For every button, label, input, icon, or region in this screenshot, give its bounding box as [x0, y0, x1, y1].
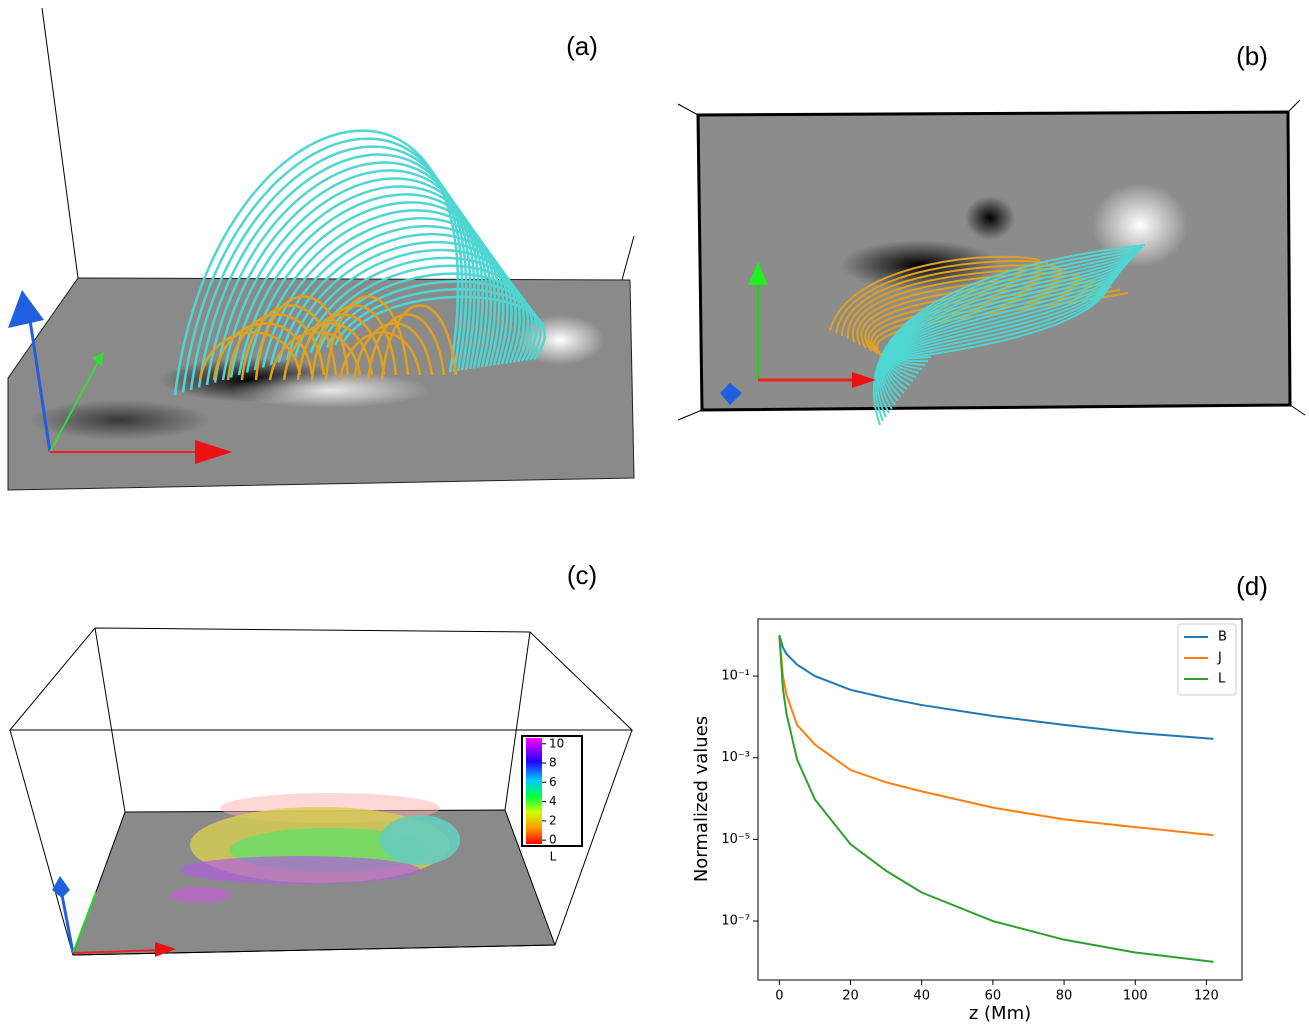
- colorbar-tick-label: 10: [549, 736, 564, 750]
- legend-label: L: [1218, 672, 1226, 687]
- field-line: [198, 331, 302, 381]
- colorbar-tick-label: 2: [549, 813, 557, 827]
- panel-b: [677, 99, 1306, 426]
- field-line: [829, 255, 1041, 331]
- field-line: [341, 295, 546, 361]
- field-line: [882, 256, 1134, 402]
- plot-frame: [757, 618, 1243, 981]
- y-tick-label: 10⁻³: [721, 750, 750, 765]
- y-tick-label: 10⁻⁵: [721, 832, 750, 847]
- field-line: [245, 201, 497, 373]
- colorbar: 0 2 4 6 8 10 L: [542, 736, 564, 864]
- field-line: [874, 246, 1144, 422]
- field-line: [884, 258, 1132, 398]
- y-tick-label: 10⁻⁷: [721, 914, 750, 929]
- field-line: [890, 268, 1122, 378]
- field-line: [878, 250, 1140, 414]
- panel-label: (a): [566, 31, 598, 61]
- field-line: [380, 304, 458, 381]
- field-line: [891, 270, 1120, 374]
- x-axis-label: z (Mm): [969, 1003, 1031, 1024]
- x-tick-label: 120: [1194, 989, 1219, 1004]
- field-line: [881, 254, 1136, 406]
- field-line: [229, 185, 488, 378]
- x-tick-label: 40: [913, 989, 930, 1004]
- line-series: [778, 635, 1214, 837]
- colorbar-tick-label: 4: [549, 794, 557, 808]
- field-line: [197, 153, 472, 388]
- field-line: [366, 313, 446, 381]
- colorbar-tick-label: 6: [549, 775, 557, 789]
- x-tick-label: 80: [1056, 989, 1073, 1004]
- panel-a: [7, 7, 635, 491]
- field-line: [876, 248, 1142, 418]
- field-line: [880, 252, 1138, 410]
- panel-c: [8, 627, 634, 957]
- chart: 0 20 40 60 80 100 120 10⁻¹ 10⁻³ 10⁻⁵ 10⁻⁷ BJL: [721, 623, 1237, 1004]
- x-tick-label: 100: [1123, 989, 1148, 1004]
- field-line: [835, 260, 1049, 334]
- field-line: [309, 264, 530, 363]
- field-line: [885, 260, 1130, 394]
- field-line: [895, 278, 1112, 361]
- colorbar-tick-label: 0: [549, 833, 557, 847]
- field-line: [213, 169, 480, 383]
- y-tick-label: 10⁻¹: [721, 669, 750, 684]
- field-line: [301, 256, 525, 363]
- field-line: [888, 264, 1126, 386]
- field-line: [886, 262, 1128, 390]
- field-line: [352, 322, 434, 381]
- field-line: [889, 266, 1124, 382]
- legend-label: B: [1218, 630, 1227, 645]
- field-line: [846, 267, 1065, 340]
- colorbar-label: L: [550, 850, 557, 864]
- x-tick-label: 60: [985, 989, 1002, 1004]
- field-line: [338, 331, 422, 381]
- field-line: [864, 280, 1097, 352]
- field-line: [240, 304, 338, 381]
- legend-label: J: [1217, 651, 1222, 666]
- panel-label: (b): [1236, 41, 1268, 71]
- x-tick-label: 0: [775, 989, 783, 1004]
- colorbar-tick-label: 8: [549, 756, 557, 770]
- field-line: [293, 248, 521, 364]
- panel-label: (d): [1236, 571, 1268, 601]
- y-axis-label: Normalized values: [691, 716, 712, 882]
- line-series: [778, 634, 1214, 740]
- panel-label: (c): [567, 560, 597, 590]
- legend-box: [1177, 623, 1237, 696]
- field-line: [181, 137, 464, 393]
- field-lines: [173, 129, 546, 396]
- field-line: [851, 271, 1073, 343]
- field-line: [296, 313, 386, 381]
- field-line: [333, 288, 542, 361]
- field-line: [277, 232, 513, 365]
- field-lines: [829, 244, 1146, 426]
- x-tick-label: 20: [842, 989, 859, 1004]
- line-series: [778, 635, 1214, 963]
- field-line: [892, 272, 1118, 370]
